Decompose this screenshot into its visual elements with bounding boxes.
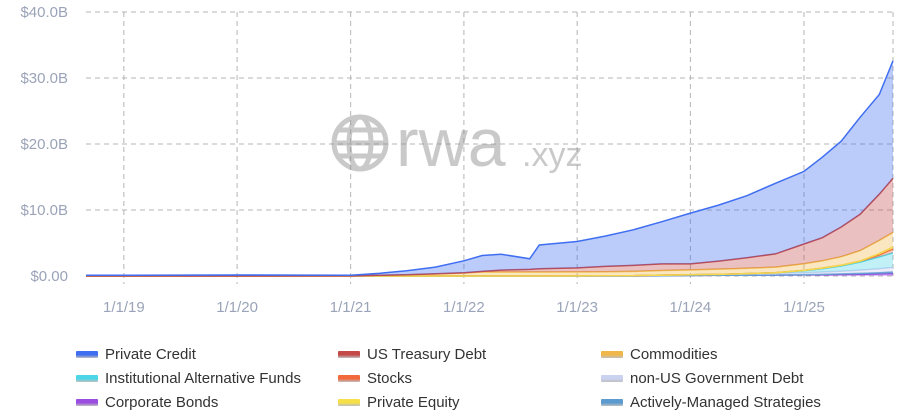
legend-item[interactable]: Institutional Alternative Funds [76,368,301,388]
legend-label: Institutional Alternative Funds [105,369,301,387]
x-tick-label: 1/1/24 [670,299,712,316]
legend-label: Private Equity [367,393,460,411]
legend-label: Commodities [630,345,718,363]
series-area [86,60,893,276]
legend-swatch [601,374,623,382]
series-line [86,246,894,277]
stacked-area-chart: rwa .xyz $0.00 $10.0B $20.0B $30.0B $40.0B 1/… [20,4,894,316]
legend-label: Actively-Managed Strategies [630,393,821,411]
legend-item[interactable]: US Treasury Debt [338,344,486,364]
y-tick-label: $40.0B [20,4,68,21]
legend-label: Corporate Bonds [105,393,219,411]
legend-item[interactable]: Actively-Managed Strategies [601,392,821,412]
legend-item[interactable]: non-US Government Debt [601,368,803,388]
x-tick-label: 1/1/19 [103,299,145,316]
legend-label: non-US Government Debt [630,369,804,387]
legend-swatch [601,350,623,358]
x-tick-label: 1/1/23 [556,299,598,316]
series-line [85,60,894,277]
legend-label: Private Credit [105,345,196,363]
legend-swatch [76,350,98,358]
legend: Private Credit US Treasury Debt Commoditie… [0,340,906,412]
watermark-suffix: .xyz [522,136,582,174]
series-area [86,273,893,276]
legend-label: Stocks [367,369,413,387]
legend-item[interactable]: Commodities [601,344,718,364]
areas [85,60,894,277]
x-tick-label: 1/1/21 [330,299,372,316]
legend-swatch [338,374,360,382]
x-tick-label: 1/1/22 [443,299,485,316]
legend-item[interactable]: Stocks [338,368,412,388]
series-line [86,177,894,277]
grid [86,11,894,284]
x-tick-label: 1/1/20 [216,299,258,316]
legend-label: US Treasury Debt [367,345,487,363]
legend-item[interactable]: Private Credit [76,344,196,364]
x-tick-label: 1/1/25 [783,299,825,316]
legend-swatch [601,398,623,406]
watermark-brand: rwa [396,105,506,181]
legend-item[interactable]: Private Equity [338,392,460,412]
axes: $0.00 $10.0B $20.0B $30.0B $40.0B 1/1/19 1/1/2… [20,4,824,316]
y-tick-label: $0.00 [30,268,68,285]
legend-swatch [76,398,98,406]
globe-icon [331,114,389,172]
watermark: rwa .xyz [331,105,582,181]
y-tick-label: $10.0B [20,202,68,219]
legend-swatch [338,350,360,358]
legend-swatch [338,398,360,406]
legend-item[interactable]: Corporate Bonds [76,392,218,412]
legend-swatch [76,374,98,382]
y-tick-label: $30.0B [20,70,68,87]
y-tick-label: $20.0B [20,136,68,153]
